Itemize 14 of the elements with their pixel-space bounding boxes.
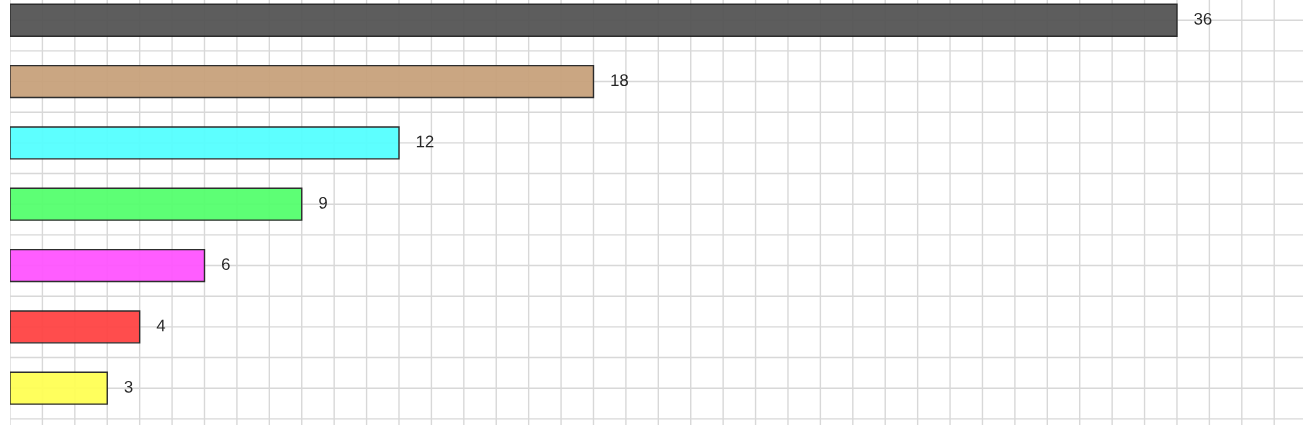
data-label: 4 <box>156 319 166 332</box>
bar <box>10 126 400 160</box>
data-label: 36 <box>1194 12 1212 25</box>
bar <box>10 187 303 221</box>
data-label: 9 <box>319 196 327 209</box>
data-label: 18 <box>611 74 628 87</box>
data-label: 6 <box>222 258 230 271</box>
data-label: 12 <box>416 135 434 148</box>
bar <box>10 371 108 405</box>
bar <box>10 3 1178 37</box>
bar <box>10 310 141 344</box>
data-label: 3 <box>124 380 133 393</box>
bar <box>10 248 206 283</box>
bar <box>10 64 595 99</box>
